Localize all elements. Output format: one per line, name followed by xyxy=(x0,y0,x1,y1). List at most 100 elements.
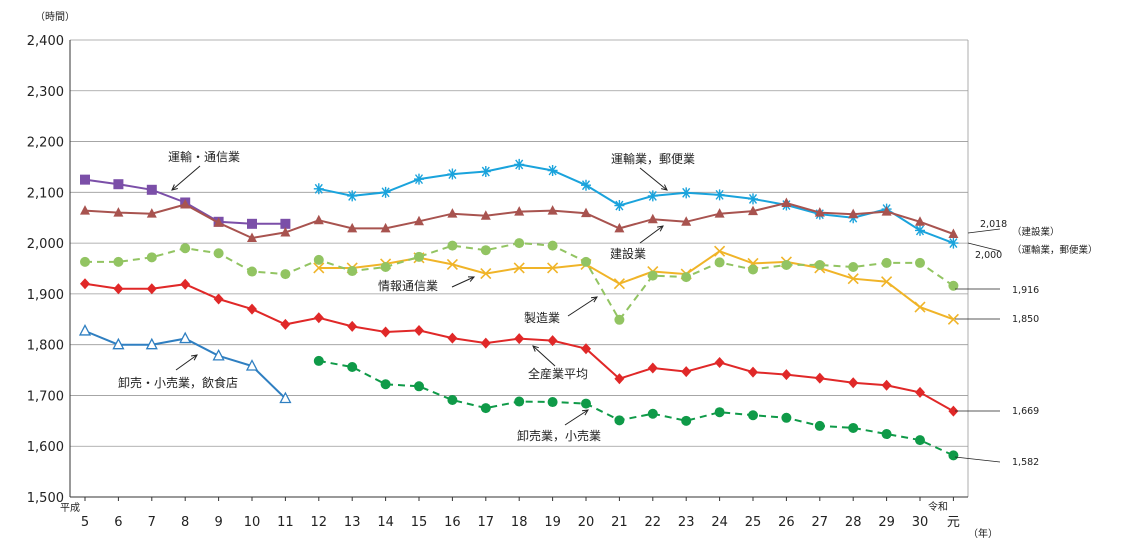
data-point xyxy=(279,391,292,404)
series-lines xyxy=(78,158,959,461)
data-point xyxy=(180,243,191,254)
data-point xyxy=(480,337,491,349)
data-point xyxy=(113,256,124,267)
data-point xyxy=(414,215,424,226)
data-point xyxy=(446,258,458,271)
data-point xyxy=(347,266,358,277)
end-value-label: 2,018 xyxy=(980,219,1007,230)
data-point xyxy=(748,264,758,275)
x-unit-label: （年） xyxy=(968,527,998,540)
data-point xyxy=(480,403,491,414)
data-point xyxy=(948,450,959,461)
data-point xyxy=(848,422,859,433)
data-point xyxy=(514,238,525,249)
data-point xyxy=(714,356,725,368)
y-tick-label: 1,900 xyxy=(27,288,64,303)
data-point xyxy=(280,226,291,237)
data-point xyxy=(414,173,424,185)
data-point xyxy=(213,293,224,305)
series-運輸業，郵便業 xyxy=(313,158,959,249)
series-卸売・小売業，飲食店 xyxy=(78,324,292,404)
data-point xyxy=(313,214,324,225)
annotation-label: 運輸業，郵便業 xyxy=(611,151,695,166)
data-point xyxy=(513,262,525,274)
data-point xyxy=(881,379,892,391)
data-point xyxy=(681,272,692,283)
arrow-head xyxy=(657,225,664,232)
data-point xyxy=(213,248,224,259)
data-point xyxy=(714,257,725,268)
data-point xyxy=(414,251,424,262)
era-heisei-label: 平成 xyxy=(60,502,80,514)
arrow-head xyxy=(581,409,589,416)
data-point xyxy=(647,408,658,419)
data-point xyxy=(480,166,491,178)
data-point xyxy=(714,407,725,418)
data-point xyxy=(847,273,859,285)
x-tick-label: 27 xyxy=(812,515,829,530)
data-point xyxy=(647,270,658,281)
data-point xyxy=(781,197,792,207)
x-tick-label: 16 xyxy=(444,515,461,530)
data-point xyxy=(748,205,758,216)
data-point xyxy=(647,362,658,374)
data-point xyxy=(681,415,692,426)
data-point xyxy=(347,190,358,202)
data-point xyxy=(179,331,192,344)
y-tick-label: 2,200 xyxy=(27,136,64,151)
annotation-arrow xyxy=(639,225,664,244)
data-point xyxy=(881,429,892,440)
annotation-arrow xyxy=(639,167,668,191)
data-point xyxy=(514,158,525,170)
data-point xyxy=(814,207,825,217)
data-point xyxy=(614,415,625,426)
data-point xyxy=(414,381,424,392)
x-tick-label: 18 xyxy=(511,515,528,530)
annotation-label: 卸売業，小売業 xyxy=(517,428,601,443)
data-point xyxy=(748,410,758,421)
data-point xyxy=(280,218,291,229)
x-tick-label: 28 xyxy=(845,515,862,530)
annotation-arrow xyxy=(567,296,598,317)
data-point xyxy=(447,332,458,344)
data-point xyxy=(581,398,591,409)
data-point xyxy=(113,283,124,295)
annotation-arrow xyxy=(175,354,198,371)
series-line xyxy=(318,163,954,245)
x-tick-labels: 5 6 7 8 9 10 11 12 13 14 15 16 17 18 19 20 21 22 23 24 25 26 2… xyxy=(81,515,960,530)
annotation-arrow xyxy=(564,409,589,426)
data-point xyxy=(480,210,491,220)
annotation-label: 製造業 xyxy=(524,311,560,325)
data-point xyxy=(347,320,358,332)
axes xyxy=(69,40,968,501)
series-建設業 xyxy=(80,197,959,243)
data-point xyxy=(380,261,391,272)
data-point xyxy=(748,193,758,205)
data-point xyxy=(80,174,90,185)
data-point xyxy=(280,269,291,280)
data-point xyxy=(80,256,90,267)
data-point xyxy=(347,362,358,373)
data-point xyxy=(547,205,558,215)
data-point xyxy=(581,207,591,218)
data-point xyxy=(781,259,792,270)
x-tick-label: 22 xyxy=(645,515,662,530)
data-point xyxy=(213,217,224,227)
x-tick-label: 14 xyxy=(377,515,394,530)
data-point xyxy=(113,179,124,190)
data-point xyxy=(280,318,291,330)
data-point xyxy=(547,240,558,251)
data-point xyxy=(714,189,725,201)
arrow-head xyxy=(191,354,198,361)
series-製造業 xyxy=(80,238,959,325)
data-point xyxy=(146,252,157,263)
data-point xyxy=(113,207,124,217)
data-point xyxy=(915,257,925,268)
data-point xyxy=(915,224,925,236)
data-point xyxy=(547,335,558,347)
data-point xyxy=(647,190,658,202)
arrow-head xyxy=(661,184,668,191)
y-unit-label: （時間） xyxy=(35,11,75,23)
data-point xyxy=(948,280,959,291)
data-point xyxy=(146,184,157,195)
